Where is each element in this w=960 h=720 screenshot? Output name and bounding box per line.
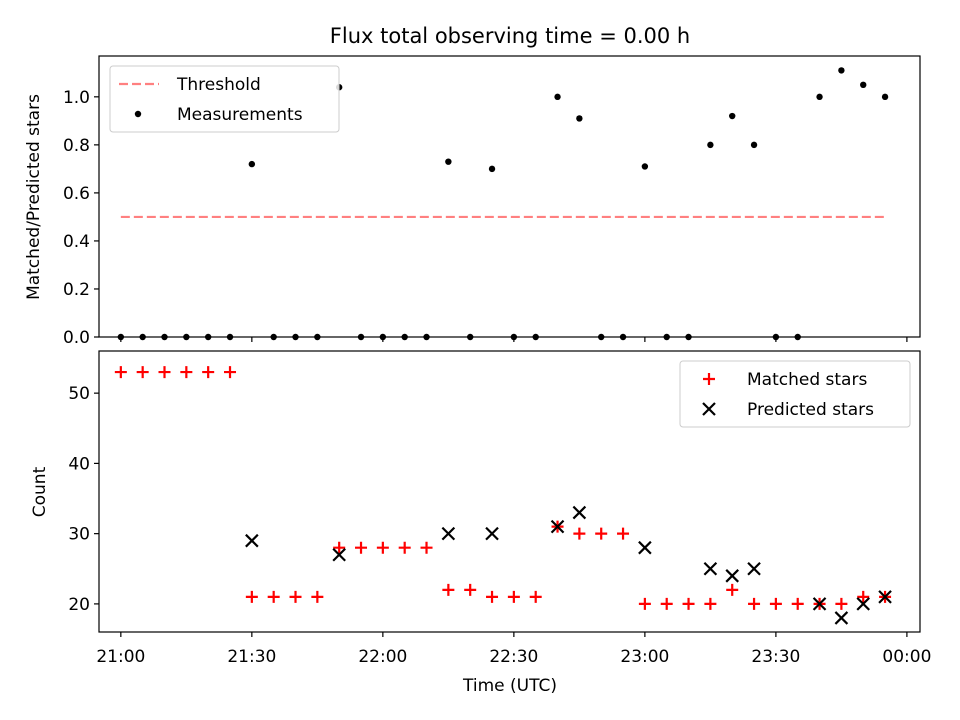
matched-star-point bbox=[398, 541, 411, 554]
predicted-star-point bbox=[856, 597, 871, 611]
matched-star-point bbox=[857, 590, 870, 603]
matched-star-point bbox=[748, 597, 761, 610]
top-panel: 0.0 0.2 0.4 0.6 0.8 1.0 Threshold Measurements bbox=[63, 55, 921, 348]
matched-star-point bbox=[595, 527, 608, 540]
bottom-y-axis-label: Count bbox=[30, 466, 50, 517]
legend-label: Measurements bbox=[177, 105, 303, 125]
x-tick-label: 23:30 bbox=[751, 647, 800, 667]
y-tick-label: 30 bbox=[68, 525, 90, 545]
predicted-star-point bbox=[332, 547, 346, 562]
matched-star-point bbox=[726, 583, 739, 596]
matched-star-point bbox=[573, 527, 586, 540]
measurement-point bbox=[816, 93, 823, 101]
matched-star-point bbox=[289, 590, 302, 603]
matched-star-point bbox=[180, 366, 193, 379]
measurement-point bbox=[554, 93, 561, 101]
matched-star-point bbox=[617, 527, 630, 540]
matched-star-point bbox=[791, 597, 804, 610]
matched-star-point bbox=[311, 590, 324, 603]
matched-star-point bbox=[638, 597, 651, 610]
y-tick-label: 0.4 bbox=[63, 232, 90, 252]
x-tick-label: 00:00 bbox=[882, 647, 931, 667]
measurement-point bbox=[707, 141, 714, 149]
matched-star-point bbox=[486, 590, 499, 603]
y-tick-label: 0.6 bbox=[63, 184, 90, 204]
measurement-point bbox=[750, 141, 758, 149]
x-tick-label: 21:00 bbox=[96, 647, 145, 667]
measurement-point bbox=[248, 160, 256, 168]
legend-box bbox=[679, 360, 911, 428]
measurement-point bbox=[488, 165, 496, 173]
matched-star-point bbox=[420, 541, 433, 554]
legend-box bbox=[109, 65, 340, 133]
y-tick-label: 0.2 bbox=[63, 280, 90, 300]
y-tick-label: 1.0 bbox=[63, 88, 90, 108]
axes-frame bbox=[98, 55, 921, 338]
legend-label: Matched stars bbox=[747, 370, 867, 390]
y-tick-label: 0.0 bbox=[63, 328, 90, 348]
bottom-panel: 20 30 40 50 21:00 21:30 22:00 22:30 23:00 23:30 00… bbox=[68, 350, 931, 667]
predicted-star-point bbox=[441, 526, 456, 541]
predicted-star-point bbox=[572, 505, 587, 520]
matched-star-point bbox=[245, 590, 258, 603]
matched-star-point bbox=[660, 597, 673, 610]
measurement-point bbox=[641, 163, 649, 170]
x-axis-label: Time (UTC) bbox=[462, 676, 557, 696]
matched-star-point bbox=[442, 583, 455, 596]
legend-label: Threshold bbox=[176, 75, 261, 95]
measurement-point bbox=[729, 112, 736, 120]
matched-star-point bbox=[769, 597, 782, 610]
measurement-point bbox=[881, 93, 889, 101]
axes-frame bbox=[98, 350, 921, 633]
legend-matched-swatch bbox=[703, 373, 715, 385]
y-tick-label: 0.8 bbox=[63, 136, 90, 156]
predicted-star-point bbox=[812, 597, 827, 611]
legend: Threshold Measurements bbox=[109, 65, 340, 133]
predicted-star-point bbox=[725, 569, 739, 583]
matched-star-point bbox=[376, 541, 389, 554]
legend-predicted-swatch bbox=[702, 402, 716, 416]
matched-star-point bbox=[267, 590, 280, 603]
legend-label: Predicted stars bbox=[747, 400, 874, 420]
y-tick-label: 20 bbox=[68, 595, 90, 615]
matched-star-point bbox=[529, 590, 542, 603]
matched-star-point bbox=[114, 366, 127, 379]
predicted-star-point bbox=[638, 540, 652, 555]
matched-star-point bbox=[682, 597, 695, 610]
y-tick-label: 40 bbox=[68, 454, 90, 474]
matched-star-point bbox=[507, 590, 520, 603]
predicted-star-point bbox=[245, 533, 259, 548]
x-tick-label: 21:30 bbox=[227, 647, 276, 667]
predicted-star-point bbox=[747, 561, 761, 576]
matched-star-point bbox=[835, 597, 848, 610]
x-tick-label: 22:00 bbox=[358, 647, 407, 667]
predicted-star-point bbox=[550, 519, 565, 534]
x-tick-label: 22:30 bbox=[489, 647, 538, 667]
matched-star-point bbox=[333, 541, 346, 554]
legend-measurement-swatch bbox=[134, 110, 142, 118]
measurement-point bbox=[445, 158, 452, 165]
chart-title: Flux total observing time = 0.00 h bbox=[330, 24, 690, 48]
legend: Matched stars Predicted stars bbox=[679, 360, 911, 428]
predicted-star-point bbox=[485, 526, 499, 541]
measurement-point bbox=[860, 81, 867, 89]
matched-star-point bbox=[224, 366, 237, 379]
matched-star-point bbox=[136, 366, 149, 379]
matched-star-point bbox=[202, 366, 215, 379]
matched-star-point bbox=[704, 597, 717, 610]
measurement-point bbox=[576, 115, 583, 122]
matched-star-point bbox=[355, 541, 368, 554]
matched-star-point bbox=[464, 583, 477, 596]
predicted-star-point bbox=[878, 590, 892, 604]
matched-star-point bbox=[158, 366, 171, 379]
predicted-star-point bbox=[834, 611, 849, 625]
y-tick-label: 50 bbox=[68, 384, 90, 404]
top-y-axis-label: Matched/Predicted stars bbox=[24, 94, 44, 300]
measurement-point bbox=[838, 67, 845, 74]
x-tick-label: 23:00 bbox=[620, 647, 669, 667]
predicted-star-point bbox=[703, 561, 718, 576]
